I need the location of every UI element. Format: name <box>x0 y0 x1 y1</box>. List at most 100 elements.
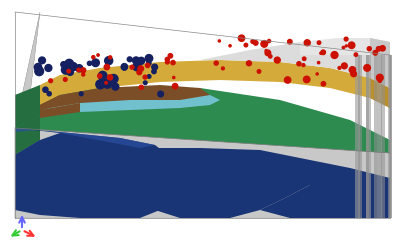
Circle shape <box>378 79 382 82</box>
Circle shape <box>109 56 112 59</box>
Circle shape <box>265 50 267 52</box>
Circle shape <box>341 63 347 69</box>
Polygon shape <box>378 55 379 218</box>
Circle shape <box>152 69 156 74</box>
Polygon shape <box>369 55 370 218</box>
Polygon shape <box>15 12 40 218</box>
Polygon shape <box>260 158 390 218</box>
Circle shape <box>316 73 318 75</box>
Polygon shape <box>15 85 390 153</box>
Circle shape <box>377 74 383 81</box>
Polygon shape <box>15 140 60 172</box>
Circle shape <box>76 65 83 72</box>
Circle shape <box>348 42 355 48</box>
Circle shape <box>367 47 371 51</box>
Polygon shape <box>40 85 210 110</box>
Circle shape <box>364 64 371 71</box>
Circle shape <box>251 40 255 44</box>
Circle shape <box>304 40 310 46</box>
Polygon shape <box>15 128 185 218</box>
Circle shape <box>229 45 231 47</box>
Circle shape <box>87 61 92 66</box>
Polygon shape <box>15 12 40 218</box>
Circle shape <box>103 80 112 88</box>
Circle shape <box>331 52 338 59</box>
Polygon shape <box>359 55 360 218</box>
Circle shape <box>109 74 118 83</box>
Circle shape <box>380 46 385 51</box>
Circle shape <box>338 66 341 69</box>
Circle shape <box>127 57 132 62</box>
Circle shape <box>354 53 358 56</box>
Circle shape <box>377 78 381 81</box>
Circle shape <box>318 62 320 64</box>
Polygon shape <box>379 55 380 218</box>
Circle shape <box>81 68 86 73</box>
Polygon shape <box>375 55 376 218</box>
Polygon shape <box>300 38 370 55</box>
Polygon shape <box>387 55 388 218</box>
Circle shape <box>105 82 107 84</box>
Circle shape <box>132 57 140 64</box>
Circle shape <box>35 67 44 76</box>
Circle shape <box>104 57 113 65</box>
Polygon shape <box>367 55 368 218</box>
Circle shape <box>139 85 143 89</box>
Circle shape <box>38 57 45 64</box>
Circle shape <box>45 64 52 71</box>
Circle shape <box>257 70 261 73</box>
Circle shape <box>69 62 77 71</box>
Polygon shape <box>40 60 390 108</box>
Circle shape <box>376 46 381 51</box>
Polygon shape <box>384 55 385 218</box>
Polygon shape <box>368 55 369 218</box>
Circle shape <box>62 66 70 74</box>
Circle shape <box>112 83 119 90</box>
Circle shape <box>274 57 280 63</box>
Circle shape <box>98 74 102 78</box>
Circle shape <box>344 37 348 41</box>
Circle shape <box>152 64 158 70</box>
Circle shape <box>218 40 220 42</box>
Circle shape <box>297 62 301 66</box>
Circle shape <box>284 77 291 83</box>
Circle shape <box>97 54 99 56</box>
Circle shape <box>92 59 99 66</box>
Circle shape <box>138 66 143 71</box>
Circle shape <box>67 69 73 75</box>
Polygon shape <box>389 55 390 218</box>
Circle shape <box>302 64 305 66</box>
Circle shape <box>351 71 356 77</box>
Circle shape <box>34 64 42 71</box>
Polygon shape <box>357 55 358 218</box>
Polygon shape <box>383 55 384 218</box>
Circle shape <box>239 35 245 41</box>
Circle shape <box>349 67 356 73</box>
Circle shape <box>106 61 109 65</box>
Polygon shape <box>370 78 390 108</box>
Circle shape <box>147 75 151 78</box>
Circle shape <box>269 55 272 58</box>
Polygon shape <box>40 103 80 118</box>
Polygon shape <box>15 165 60 195</box>
Polygon shape <box>362 55 363 218</box>
Circle shape <box>303 76 310 83</box>
Circle shape <box>107 75 113 80</box>
Polygon shape <box>360 55 361 218</box>
Polygon shape <box>359 55 360 218</box>
Circle shape <box>173 76 175 79</box>
Circle shape <box>345 45 347 47</box>
Polygon shape <box>15 115 40 155</box>
Polygon shape <box>360 55 361 218</box>
Circle shape <box>147 61 151 65</box>
Circle shape <box>342 46 345 49</box>
Polygon shape <box>366 55 367 218</box>
Circle shape <box>133 63 141 71</box>
Polygon shape <box>15 128 390 218</box>
Circle shape <box>373 50 377 55</box>
Circle shape <box>173 84 178 89</box>
Circle shape <box>254 41 258 45</box>
Polygon shape <box>391 55 392 218</box>
Circle shape <box>145 63 150 68</box>
Polygon shape <box>382 55 383 218</box>
